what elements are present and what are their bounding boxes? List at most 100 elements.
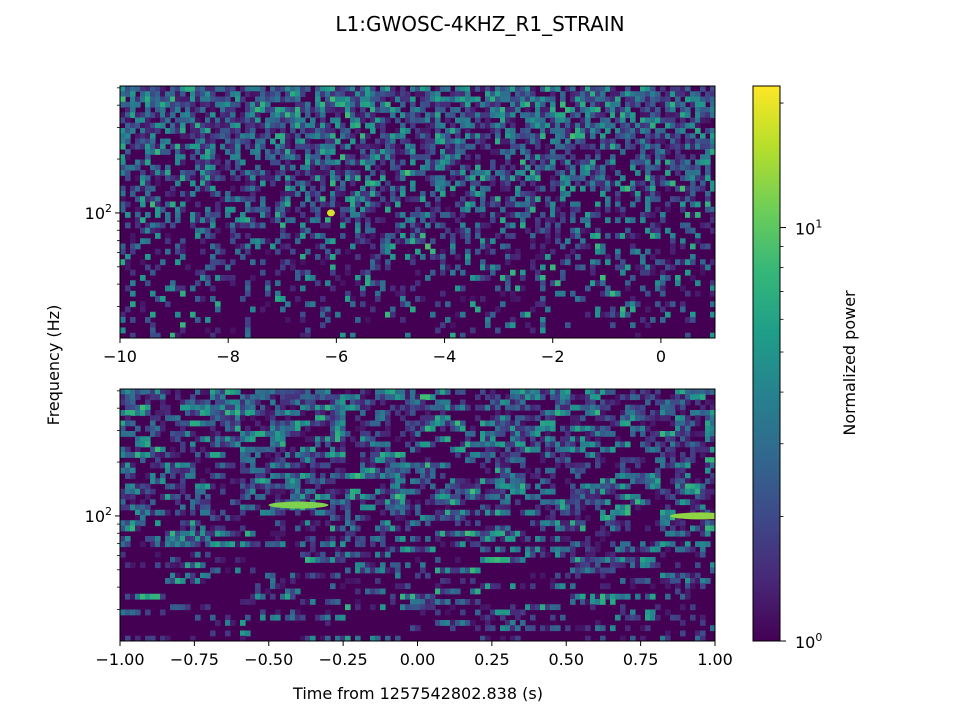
bottom-heatmap-cell: [610, 551, 616, 558]
bottom-heatmap-cell: [385, 452, 391, 458]
bottom-heatmap-cell: [145, 593, 151, 600]
bottom-heatmap-cell: [510, 441, 516, 448]
top-heatmap-cell: [145, 159, 151, 166]
top-heatmap-cell: [510, 290, 516, 297]
bottom-heatmap-cell: [635, 504, 641, 511]
top-heatmap-cell: [205, 112, 211, 119]
top-heatmap-cell: [145, 133, 151, 140]
top-heatmap-cell: [680, 196, 686, 203]
top-heatmap-cell: [230, 143, 236, 150]
top-heatmap-cell: [250, 128, 256, 134]
bottom-heatmap-cell: [325, 394, 331, 401]
bottom-heatmap-cell: [145, 399, 151, 406]
bottom-heatmap-cell: [655, 415, 661, 422]
top-heatmap-cell: [610, 101, 616, 108]
bottom-heatmap-cell: [305, 436, 311, 443]
bottom-heatmap-cell: [220, 420, 226, 427]
top-heatmap-cell: [355, 212, 361, 218]
bottom-heatmap-cell: [280, 583, 286, 590]
top-heatmap-cell: [505, 180, 511, 187]
bottom-heatmap-cell: [415, 425, 421, 432]
bottom-heatmap-cell: [460, 488, 466, 495]
top-heatmap-cell: [405, 217, 411, 224]
top-heatmap-cell: [310, 191, 316, 197]
bottom-heatmap-cell: [130, 525, 136, 532]
top-heatmap-cell: [320, 201, 326, 208]
top-heatmap-cell: [670, 86, 676, 92]
top-heatmap-cell: [410, 86, 416, 92]
top-heatmap-cell: [320, 243, 326, 250]
top-heatmap-cell: [665, 301, 671, 308]
bottom-heatmap-cell: [120, 452, 126, 458]
top-heatmap-cell: [510, 269, 516, 276]
top-heatmap-cell: [205, 96, 211, 103]
top-heatmap-cell: [165, 128, 171, 134]
bottom-heatmap-cell: [325, 436, 331, 443]
top-heatmap-cell: [225, 107, 231, 113]
bottom-heatmap-cell: [585, 404, 591, 411]
top-heatmap-cell: [175, 128, 181, 134]
top-heatmap-cell: [560, 91, 566, 98]
top-heatmap-cell: [370, 122, 376, 129]
bottom-heatmap-cell: [510, 404, 516, 411]
top-heatmap-cell: [475, 164, 481, 171]
top-heatmap-cell: [395, 170, 401, 176]
top-heatmap-cell: [540, 327, 546, 334]
bottom-heatmap-cell: [545, 467, 551, 474]
bottom-heatmap-cell: [520, 425, 526, 432]
bottom-heatmap-cell: [445, 399, 451, 406]
bottom-heatmap-cell: [385, 499, 391, 506]
bottom-heatmap-cell: [535, 520, 541, 527]
top-heatmap-cell: [385, 180, 391, 187]
top-heatmap-cell: [125, 154, 131, 161]
top-heatmap-cell: [225, 264, 231, 271]
bottom-heatmap-cell: [145, 441, 151, 448]
top-heatmap-cell: [135, 175, 141, 182]
bottom-heatmap-cell: [660, 572, 666, 579]
top-heatmap-cell: [495, 96, 501, 103]
bottom-heatmap-cell: [540, 525, 546, 532]
top-heatmap-cell: [655, 138, 661, 145]
bottom-heatmap-cell: [495, 415, 501, 422]
top-heatmap-cell: [590, 280, 596, 287]
bottom-heatmap-cell: [370, 462, 376, 469]
top-heatmap-cell: [505, 149, 511, 155]
bottom-heatmap-cell: [490, 415, 496, 422]
bottom-heatmap-cell: [285, 593, 291, 600]
top-heatmap-cell: [675, 159, 681, 166]
top-heatmap-cell: [390, 164, 396, 171]
bottom-heatmap-cell: [710, 457, 715, 464]
bottom-heatmap-cell: [635, 578, 641, 584]
top-heatmap-cell: [590, 159, 596, 166]
top-heatmap-cell: [120, 154, 126, 161]
top-heatmap-cell: [480, 133, 486, 140]
top-heatmap-cell: [460, 296, 466, 302]
top-heatmap-cell: [325, 122, 331, 129]
bottom-heatmap-cell: [130, 431, 136, 437]
top-heatmap-cell: [290, 248, 296, 255]
bottom-heatmap-cell: [125, 473, 131, 479]
top-heatmap-cell: [125, 201, 131, 208]
bottom-heatmap-cell: [215, 473, 221, 479]
bottom-heatmap-cell: [710, 509, 715, 516]
top-heatmap-cell: [635, 180, 641, 187]
top-heatmap-cell: [665, 159, 671, 166]
top-heatmap-cell: [135, 117, 141, 124]
bottom-heatmap-cell: [620, 457, 626, 464]
top-heatmap-cell: [295, 117, 301, 124]
top-heatmap-cell: [320, 185, 326, 192]
bottom-heatmap-cell: [490, 488, 496, 495]
bottom-heatmap-cell: [385, 410, 391, 416]
top-heatmap-cell: [550, 185, 556, 192]
top-heatmap-cell: [230, 154, 236, 161]
bottom-heatmap-cell: [655, 399, 661, 406]
top-heatmap-cell: [545, 196, 551, 203]
bottom-heatmap-cell: [325, 541, 331, 548]
bottom-heatmap-cell: [665, 452, 671, 458]
bottom-heatmap-cell: [145, 452, 151, 458]
top-heatmap-cell: [340, 86, 346, 92]
top-heatmap-cell: [265, 149, 271, 155]
bottom-heatmap-cell: [410, 462, 416, 469]
bottom-heatmap-cell: [165, 536, 171, 542]
bottom-heatmap-cell: [460, 441, 466, 448]
